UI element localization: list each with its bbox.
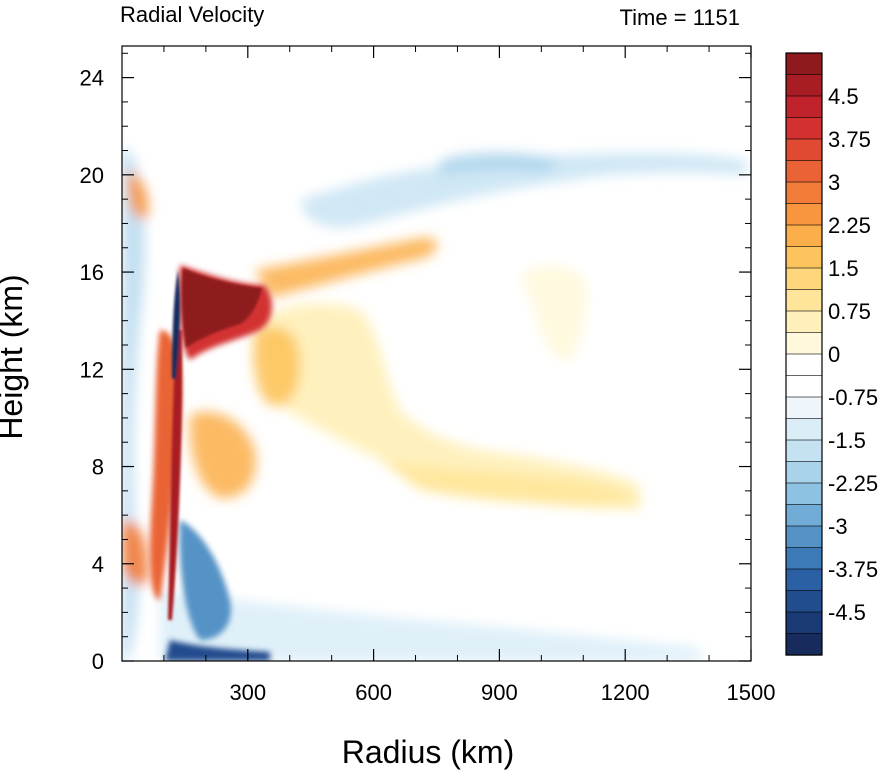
colorbar-label: -4.5 xyxy=(828,600,866,625)
y-axis-title: Height (km) xyxy=(0,274,29,439)
x-tick-label: 600 xyxy=(355,680,392,705)
plot-area xyxy=(122,46,751,661)
mid-orange-plume xyxy=(253,326,301,406)
axes: 300 600 900 1200 1500 0 4 8 12 16 20 24 xyxy=(80,46,776,705)
colorbar-swatch xyxy=(785,203,823,226)
colorbar-swatch xyxy=(785,353,823,377)
colorbar-label: 2.25 xyxy=(828,213,871,238)
colorbar-frame xyxy=(785,52,823,656)
colorbar-label: -0.75 xyxy=(828,385,878,410)
colorbar-swatch xyxy=(785,568,823,592)
velocity-field xyxy=(122,150,748,661)
colorbar-label: -2.25 xyxy=(828,471,878,496)
boundary-layer-blue xyxy=(160,590,700,661)
colorbar-label: -1.5 xyxy=(828,428,866,453)
colorbar-swatch xyxy=(785,611,823,635)
colorbar-label: 0.75 xyxy=(828,299,871,324)
chart-title: Radial Velocity xyxy=(120,2,264,27)
x-tick-label: 300 xyxy=(229,680,266,705)
colorbar-swatch xyxy=(785,95,823,119)
colorbar-swatch xyxy=(785,590,823,613)
colorbar-label: 3 xyxy=(828,170,840,195)
colorbar-swatch xyxy=(785,160,823,183)
colorbar-swatch xyxy=(785,267,823,291)
colorbar-swatch xyxy=(785,224,823,248)
time-label: Time = 1151 xyxy=(620,5,740,30)
y-tick-label: 0 xyxy=(92,649,104,674)
colorbar-swatch xyxy=(785,310,823,334)
colorbar-swatch xyxy=(785,117,823,140)
colorbar-swatch xyxy=(785,547,823,570)
upper-outflow-blue-band xyxy=(300,152,748,228)
eye-dark-blue-streak xyxy=(172,270,181,380)
colorbar-swatch xyxy=(785,332,823,355)
colorbar-swatch xyxy=(785,439,823,463)
mid-level-yellow-arc xyxy=(260,303,640,510)
colorbar-swatch xyxy=(785,289,823,312)
eyewall-red-streak xyxy=(168,330,183,620)
colorbar-swatch xyxy=(785,74,823,97)
upper-blue-core xyxy=(440,152,560,175)
colorbar-swatch xyxy=(785,181,823,205)
colorbar-swatch xyxy=(785,461,823,484)
colorbar: 4.5 3.75 3 2.25 1.5 0.75 0 -0.75 -1.5 -2.25 -3 -3.7… xyxy=(785,52,878,656)
colorbar-swatch xyxy=(785,482,823,506)
colorbar-swatch xyxy=(785,633,823,656)
colorbar-label: -3.75 xyxy=(828,557,878,582)
x-axis-title: Radius (km) xyxy=(342,734,514,770)
upper-orange-streak xyxy=(255,237,438,298)
x-tick-label: 1200 xyxy=(601,680,650,705)
colorbar-label: -3 xyxy=(828,514,848,539)
colorbar-swatch xyxy=(785,246,823,269)
y-tick-label: 16 xyxy=(80,260,104,285)
colorbar-swatch xyxy=(785,52,823,76)
colorbar-swatch xyxy=(785,396,823,420)
left-lower-orange-strip xyxy=(122,520,149,585)
left-upper-orange-strip xyxy=(128,170,149,219)
colorbar-label: 3.75 xyxy=(828,127,871,152)
colorbar-swatch xyxy=(785,504,823,527)
x-tick-label: 900 xyxy=(481,680,518,705)
outflow-dark-red-core xyxy=(182,268,262,348)
colorbar-swatch xyxy=(785,418,823,441)
low-level-blue-jet xyxy=(165,640,270,661)
colorbar-swatch xyxy=(785,138,823,162)
colorbar-label: 4.5 xyxy=(828,84,859,109)
low-yellow-patch xyxy=(380,460,640,505)
right-light-yellow-patch xyxy=(520,265,587,361)
y-tick-label: 12 xyxy=(80,357,104,382)
y-tick-label: 20 xyxy=(80,163,104,188)
colorbar-swatch xyxy=(785,375,823,398)
colorbar-label: 1.5 xyxy=(828,256,859,281)
x-tick-label: 1500 xyxy=(727,680,776,705)
low-level-blue-wedge xyxy=(179,520,231,640)
plot-frame xyxy=(121,45,752,662)
colorbar-label: 0 xyxy=(828,342,840,367)
lower-orange-plume xyxy=(189,411,256,499)
y-tick-label: 24 xyxy=(80,66,104,91)
y-tick-label: 4 xyxy=(92,552,104,577)
y-tick-label: 8 xyxy=(92,455,104,480)
colorbar-swatch xyxy=(785,525,823,549)
